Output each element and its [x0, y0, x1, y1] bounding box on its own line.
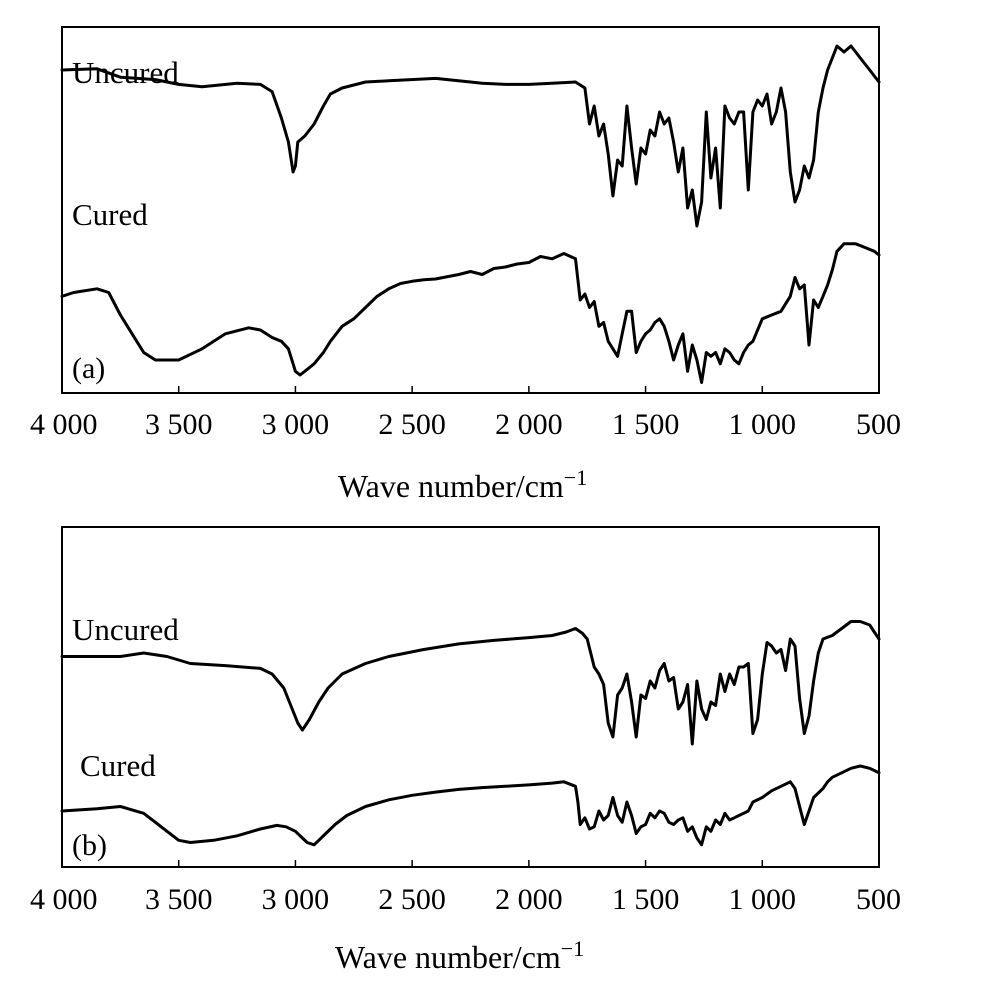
panel-a-frame: [61, 26, 880, 394]
x-tick-label: 3 000: [262, 408, 330, 441]
panel-b: 4 000 3 500 3 000 2 500 2 000 1 500 1 000 500 U…: [30, 526, 901, 975]
x-tick-label: 1 000: [729, 883, 797, 916]
x-tick-label: 2 500: [378, 408, 446, 441]
panel-a-uncured-label: Uncured: [72, 55, 179, 90]
panel-a-uncured-curve: [60, 44, 881, 228]
panel-b-xlabel: Wave number/cm−1: [335, 936, 584, 975]
panel-b-label: (b): [72, 829, 107, 862]
panel-a-ticks: [61, 386, 880, 393]
panel-b-uncured-curve: [60, 620, 881, 746]
x-tick-label: 2 500: [378, 883, 446, 916]
x-tick-label: 1 500: [612, 408, 680, 441]
x-tick-label: 500: [856, 883, 901, 916]
panel-a-xlabel: Wave number/cm−1: [338, 465, 587, 504]
panel-a-xlabel-text: Wave number/cm: [338, 468, 564, 504]
panel-a-tick-labels: 4 000 3 500 3 000 2 500 2 000 1 500 1 000 500: [30, 408, 901, 441]
panel-b-xlabel-sup: −1: [561, 936, 584, 961]
panel-a: 4 000 3 500 3 000 2 500 2 000 1 500 1 000 500 U…: [30, 26, 901, 504]
x-tick-label: 4 000: [30, 408, 98, 441]
panel-a-cured-curve: [60, 242, 881, 384]
x-tick-label: 4 000: [30, 883, 98, 916]
panel-b-uncured-label: Uncured: [72, 612, 179, 647]
panel-b-cured-label: Cured: [80, 748, 156, 783]
x-tick-label: 500: [856, 408, 901, 441]
x-tick-label: 2 000: [495, 883, 563, 916]
panel-b-ticks: [61, 860, 880, 867]
panel-b-frame: [61, 526, 880, 868]
x-tick-label: 1 000: [729, 408, 797, 441]
panel-a-label: (a): [72, 352, 105, 385]
panel-b-tick-labels: 4 000 3 500 3 000 2 500 2 000 1 500 1 000 500: [30, 883, 901, 916]
panel-b-xlabel-text: Wave number/cm: [335, 939, 561, 975]
panel-a-xlabel-sup: −1: [564, 465, 587, 490]
x-tick-label: 3 500: [145, 408, 213, 441]
panel-b-cured-curve: [60, 764, 881, 847]
x-tick-label: 1 500: [612, 883, 680, 916]
x-tick-label: 3 500: [145, 883, 213, 916]
panel-a-cured-label: Cured: [72, 197, 148, 232]
x-tick-label: 2 000: [495, 408, 563, 441]
x-tick-label: 3 000: [262, 883, 330, 916]
